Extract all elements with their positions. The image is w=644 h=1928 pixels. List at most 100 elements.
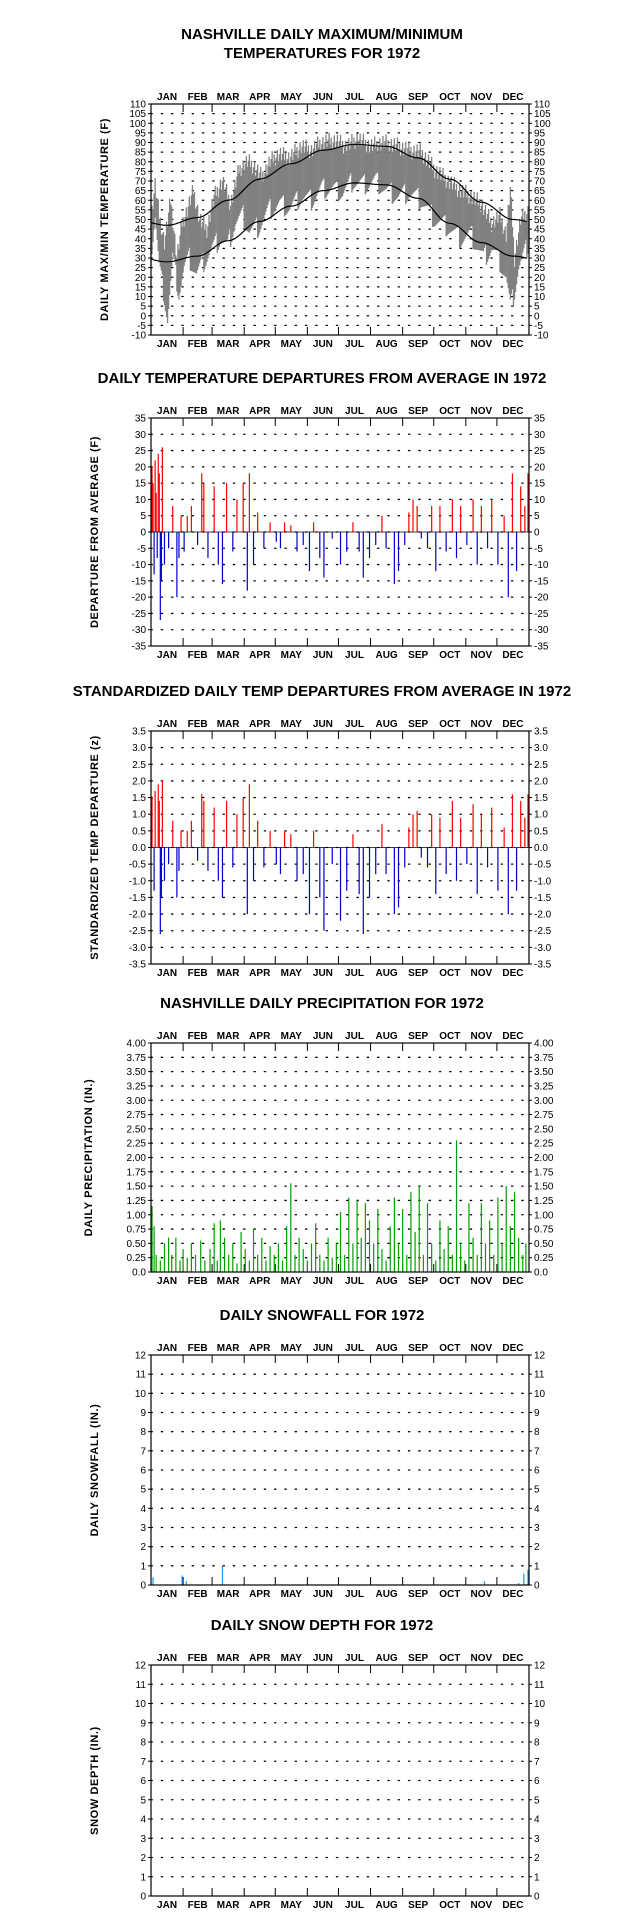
snow-bar	[523, 1573, 525, 1585]
std-month-label-top: MAY	[281, 719, 303, 730]
precip-bar	[522, 1254, 524, 1272]
snow-title-line-0: DAILY SNOWFALL FOR 1972	[220, 1307, 425, 1324]
precip-y-tick-label-right: 2.75	[534, 1110, 554, 1121]
std-bar	[158, 800, 160, 848]
temp-y-tick-label-right: 45	[534, 225, 546, 236]
std-y-tick-label-left: -3.0	[129, 943, 147, 954]
dep-month-label-bottom: NOV	[471, 650, 493, 661]
temp-y-tick-label-left: 80	[135, 157, 147, 168]
dep-month-label-bottom: FEB	[188, 650, 208, 661]
snow-month-label-bottom: JAN	[157, 1589, 177, 1600]
dep-bar	[213, 486, 215, 532]
precip-y-tick-label-left: 2.75	[127, 1110, 147, 1121]
precip-y-tick-label-right: 2.50	[534, 1124, 554, 1135]
precip-y-tick-label-right: 2.25	[534, 1139, 554, 1150]
dep-bar	[197, 532, 199, 546]
temp-y-tick-label-right: 90	[534, 138, 546, 149]
dep-y-tick-label-left: 35	[135, 414, 147, 425]
temp-month-label-top: JUN	[313, 92, 333, 103]
dep-bar	[203, 483, 205, 532]
precip-bar	[397, 1243, 400, 1272]
precip-y-tick-label-right: 3.25	[534, 1081, 554, 1092]
temp-y-tick-label-left: 20	[135, 273, 147, 284]
temp-title-line-1: TEMPERATURES FOR 1972	[224, 45, 420, 62]
snow-y-tick-label-right: 7	[534, 1446, 540, 1457]
std-month-label-top: NOV	[471, 719, 493, 730]
dep-y-tick-label-right: 35	[534, 414, 546, 425]
dep-bar	[201, 473, 203, 532]
snow-y-tick-label-right: 3	[534, 1523, 540, 1534]
dep-y-tick-label-right: 10	[534, 495, 546, 506]
depth-y-tick-label-right: 11	[534, 1680, 545, 1691]
dep-bar	[190, 505, 192, 532]
std-bar	[435, 847, 437, 895]
temp-y-tick-label-left: 110	[130, 100, 146, 111]
depth-y-tick-label-left: 1	[140, 1872, 146, 1883]
temp-y-tick-label-left: 15	[135, 282, 147, 293]
dep-bar	[527, 473, 529, 532]
dep-month-label-top: JAN	[157, 406, 177, 417]
precip-month-label-top: NOV	[471, 1031, 493, 1042]
std-bar	[168, 847, 170, 865]
snow-month-label-top: DEC	[502, 1343, 523, 1354]
std-bar	[302, 847, 304, 875]
depth-y-tick-label-left: 12	[135, 1661, 147, 1672]
temp-y-tick-label-right: 40	[534, 234, 546, 245]
std-bar	[455, 847, 458, 881]
temp-month-label-top: FEB	[188, 92, 208, 103]
temp-y-tick-label-right: 85	[534, 148, 546, 159]
temp-y-tick-label-right: 95	[534, 128, 546, 139]
snow-bar	[518, 1583, 520, 1585]
dep-bar	[153, 532, 155, 575]
dep-y-tick-label-left: -5	[137, 544, 146, 555]
std-bar	[412, 814, 414, 848]
precip-bar	[257, 1254, 259, 1272]
temp-month-label-bottom: MAR	[217, 339, 241, 350]
temp-y-tick-label-left: 40	[135, 234, 147, 245]
snow-y-tick-label-left: 7	[140, 1446, 146, 1457]
precip-bar	[194, 1254, 197, 1272]
std-bar	[404, 847, 406, 868]
dep-month-label-bottom: MAY	[281, 650, 303, 661]
dep-bar	[408, 512, 410, 532]
precip-bar	[489, 1220, 491, 1272]
precip-bar	[443, 1249, 445, 1272]
precip-bar	[248, 1260, 250, 1272]
dep-y-tick-label-left: 5	[140, 511, 146, 522]
snow-y-tick-label-left: 12	[135, 1351, 147, 1362]
std-bar	[445, 847, 447, 875]
std-bar	[451, 800, 453, 848]
depth-month-label-top: DEC	[502, 1653, 523, 1664]
precip-bar	[151, 1206, 153, 1272]
snow-y-tick-label-left: 6	[140, 1466, 146, 1477]
precip-bar	[389, 1226, 391, 1272]
dep-y-tick-label-left: -25	[132, 609, 147, 620]
dep-bar	[451, 499, 453, 532]
snow-month-label-bottom: AUG	[375, 1589, 397, 1600]
temp-month-label-bottom: NOV	[471, 339, 493, 350]
precip-bar	[525, 1243, 527, 1272]
precip-bar	[232, 1243, 234, 1272]
depth-y-tick-label-left: 6	[140, 1776, 146, 1787]
dep-month-label-bottom: JUN	[313, 650, 333, 661]
temp-y-tick-label-right: 50	[534, 215, 546, 226]
dep-bar	[302, 532, 304, 546]
std-bar	[279, 847, 282, 875]
dep-title-line-0: DAILY TEMPERATURE DEPARTURES FROM AVERAG…	[98, 370, 547, 387]
std-bar	[480, 814, 482, 848]
std-month-label-bottom: FEB	[188, 968, 208, 979]
precip-bar	[484, 1243, 487, 1272]
temp-month-label-bottom: JAN	[157, 339, 177, 350]
precip-month-label-bottom: NOV	[471, 1276, 493, 1287]
std-bar	[472, 804, 474, 848]
precip-bar	[426, 1203, 429, 1272]
std-bar	[420, 847, 422, 858]
depth-y-tick-label-left: 5	[140, 1795, 146, 1806]
snow-month-label-bottom: DEC	[502, 1589, 523, 1600]
precip-bar	[460, 1243, 462, 1272]
depth-month-label-top: APR	[249, 1653, 271, 1664]
temp-month-label-bottom: DEC	[502, 339, 523, 350]
std-y-tick-label-right: -0.5	[534, 860, 552, 871]
precip-bar	[228, 1254, 230, 1272]
